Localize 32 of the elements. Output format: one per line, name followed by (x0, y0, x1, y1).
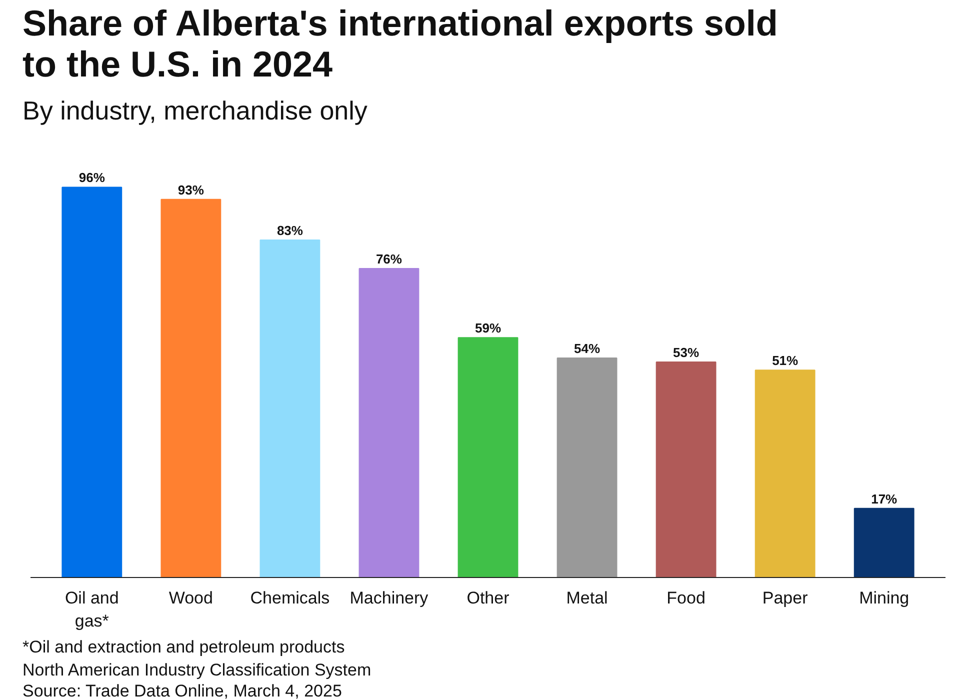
bar (656, 362, 716, 578)
text: North American Industry Classification System (22, 660, 372, 680)
bar (754, 370, 816, 578)
data-label: 76% (376, 252, 402, 267)
x-tick-label: Other (466, 588, 510, 608)
text: *Oil and extraction and petroleum products (22, 638, 345, 656)
x-tick-label: Mining (859, 588, 910, 608)
x-tick-label: Food (666, 588, 706, 608)
bar (358, 268, 420, 578)
data-label: 83% (276, 223, 304, 238)
data-label: 96% (78, 170, 106, 186)
data-label: 59% (474, 320, 502, 336)
data-label: 54% (574, 340, 600, 356)
data-label: 53% (673, 345, 700, 360)
bar (260, 240, 320, 578)
x-tick-label: Paper (762, 588, 808, 608)
bar (458, 337, 518, 578)
bar (62, 186, 122, 578)
x-tick-label: Oil and gas* (64, 588, 119, 630)
x-tick-label: Metal (566, 588, 608, 608)
bar (854, 508, 914, 578)
data-label: 93% (178, 182, 204, 198)
data-label: 17% (871, 491, 898, 506)
data-label: 51% (772, 353, 799, 368)
x-tick-label: Machinery (350, 588, 429, 608)
chart-subtitle: By industry, merchandise only (22, 96, 368, 126)
bar (160, 198, 222, 578)
source-note: Source: Trade Data Online, March 4, 2025 (22, 682, 342, 700)
bar (556, 357, 618, 578)
x-tick-label: Wood (168, 588, 213, 608)
x-tick-label: Chemicals (250, 588, 330, 608)
chart-title: Share of Alberta's international exports sold to the U.S. in 2024 (22, 2, 778, 84)
